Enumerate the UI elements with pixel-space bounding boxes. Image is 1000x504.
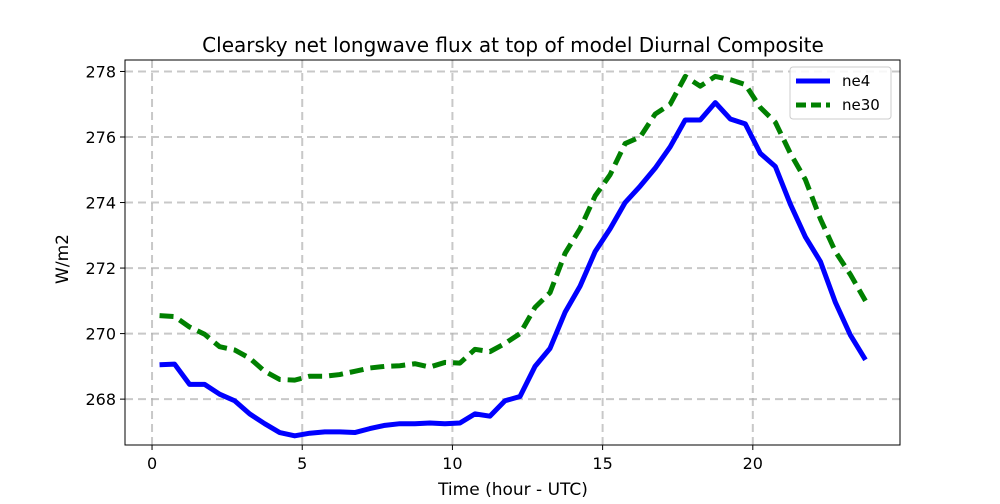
grid-lines xyxy=(125,60,900,445)
legend-label-ne30: ne30 xyxy=(842,96,880,114)
y-axis-label: W/m2 xyxy=(53,234,73,284)
legend: ne4 ne30 xyxy=(789,66,892,120)
series-line-ne30 xyxy=(159,73,868,383)
axis-ticks: 0 5 10 15 20 268 270 272 274 276 278 xyxy=(85,62,763,473)
y-tick-label: 278 xyxy=(85,62,116,81)
plot-frame xyxy=(124,59,901,446)
x-tick-label: 0 xyxy=(147,454,157,473)
y-tick-label: 270 xyxy=(85,325,116,344)
y-tick-label: 276 xyxy=(85,128,116,147)
x-tick-label: 5 xyxy=(297,454,307,473)
y-tick-label: 268 xyxy=(85,390,116,409)
series-line-ne4 xyxy=(159,100,868,439)
y-tick-label: 272 xyxy=(85,259,116,278)
x-tick-label: 15 xyxy=(592,454,612,473)
x-tick-label: 10 xyxy=(442,454,462,473)
legend-label-ne4: ne4 xyxy=(842,72,870,90)
x-axis-label: Time (hour - UTC) xyxy=(437,480,588,500)
y-tick-label: 274 xyxy=(85,194,116,213)
chart-title: Clearsky net longwave flux at top of mod… xyxy=(202,33,824,57)
x-tick-label: 20 xyxy=(743,454,763,473)
series-lines xyxy=(159,73,868,439)
